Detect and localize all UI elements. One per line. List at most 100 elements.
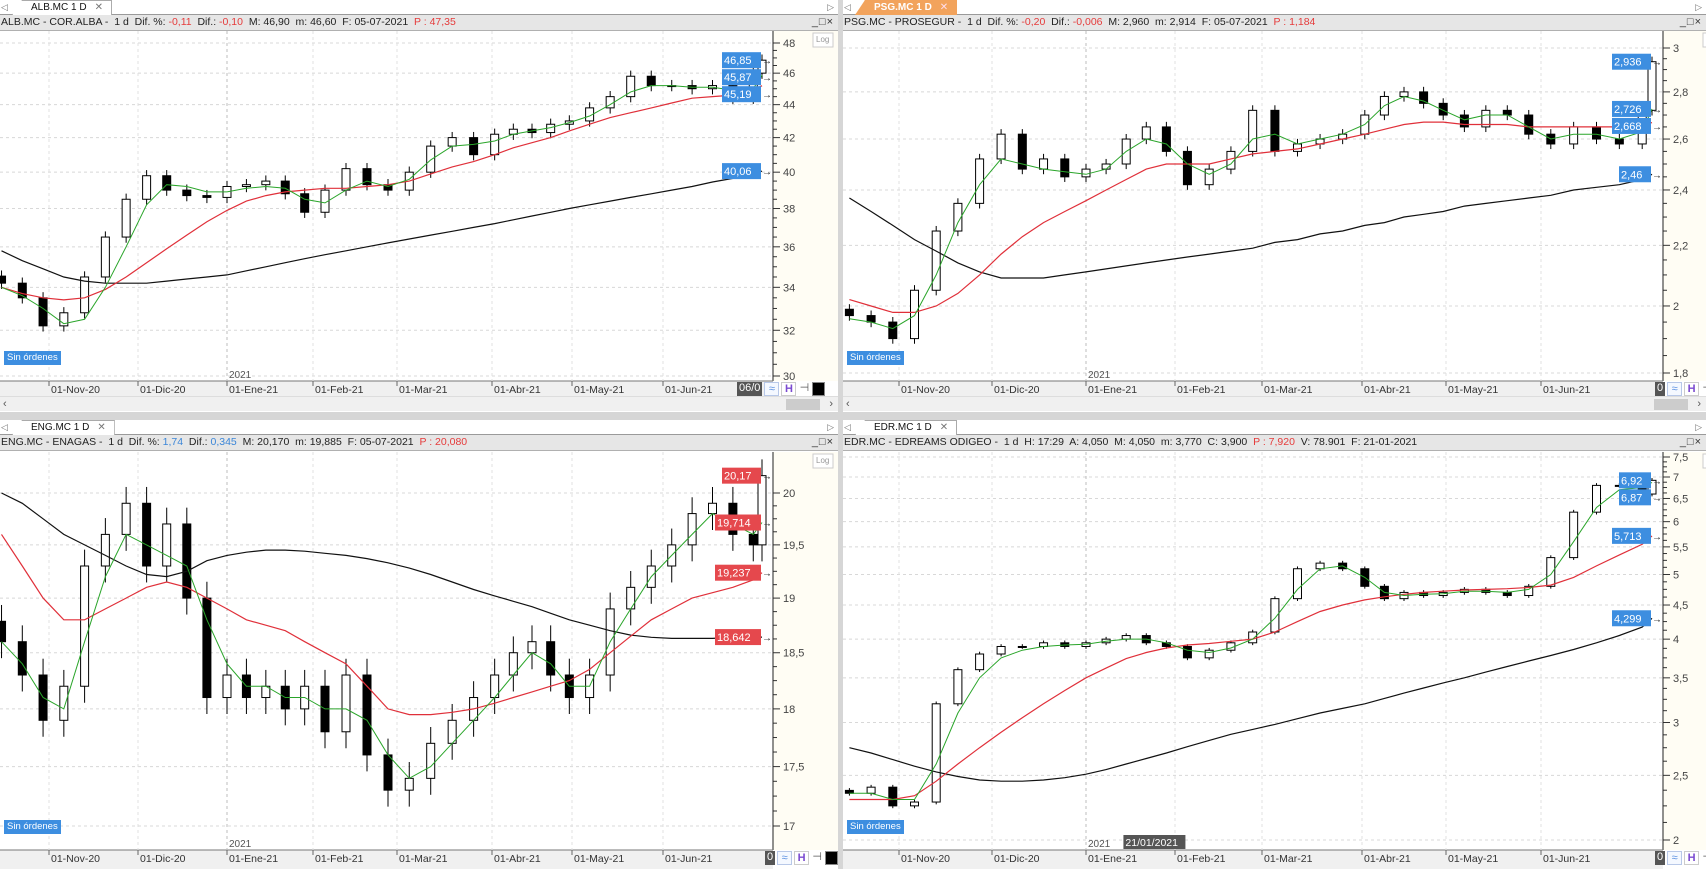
header-segment: -0,006 bbox=[1072, 16, 1103, 28]
log-scale-button[interactable] bbox=[1702, 32, 1706, 48]
candle-down bbox=[362, 168, 372, 186]
y-tick-label: 7,5 bbox=[1673, 452, 1688, 464]
tab-close-icon[interactable]: ✕ bbox=[97, 422, 106, 433]
tab-scroll-right-icon[interactable]: ▷ bbox=[827, 2, 834, 12]
price-label: 19,237 bbox=[717, 568, 751, 580]
chart-toolbar: 0≈H⊣ bbox=[765, 850, 838, 865]
candle-down bbox=[182, 523, 192, 599]
candle-down bbox=[844, 308, 854, 317]
date-chip: 0 bbox=[1655, 850, 1666, 865]
tab-scroll-right-icon[interactable]: ▷ bbox=[1695, 2, 1702, 12]
pin-icon[interactable]: ⊣ bbox=[799, 381, 810, 394]
tab-scroll-left-icon[interactable]: ◁ bbox=[1, 2, 8, 12]
candle-down bbox=[546, 641, 556, 676]
y-tick-label: 7 bbox=[1673, 472, 1679, 484]
scroll-thumb[interactable] bbox=[786, 399, 820, 410]
chart-info-header: PSG.MC - PROSEGUR - 1 d Dif. %: -0,20 Di… bbox=[843, 15, 1706, 31]
y-tick-label: 48 bbox=[783, 38, 795, 50]
indicator-wave-icon[interactable]: ≈ bbox=[777, 850, 793, 865]
log-scale-button[interactable] bbox=[812, 453, 834, 469]
orders-badge[interactable]: Sin órdenes bbox=[847, 351, 904, 365]
header-segment: ENG.MC - ENAGAS - 1 d Dif. %: bbox=[1, 436, 163, 448]
window-buttons[interactable]: _□× bbox=[1679, 435, 1702, 450]
price-chart[interactable]: 1,822,22,42,62,83Log01-Nov-2001-Dic-2001… bbox=[843, 31, 1706, 396]
price-chart[interactable]: 30 32 34 36 38 40 42 44 46 48 Log 01-Nov-20 01-Dic-2… bbox=[0, 31, 838, 396]
tab-close-icon[interactable]: ✕ bbox=[94, 2, 103, 13]
orders-badge[interactable]: Sin órdenes bbox=[4, 351, 61, 365]
scroll-right-icon[interactable]: › bbox=[829, 398, 833, 410]
tab-scroll-right-icon[interactable]: ▷ bbox=[827, 422, 834, 432]
candle-down bbox=[17, 641, 27, 676]
indicator-wave-icon[interactable]: ≈ bbox=[1667, 381, 1683, 396]
price-arrow-icon: → bbox=[1652, 476, 1662, 487]
x-tick-label: 01-Abr-21 bbox=[1364, 853, 1411, 865]
chart-tab[interactable]: PSG.MC 1 D ✕ bbox=[855, 0, 958, 15]
candle-up bbox=[59, 685, 69, 721]
tab-scroll-right-icon[interactable]: ▷ bbox=[1695, 422, 1702, 432]
scroll-thumb[interactable] bbox=[1654, 399, 1688, 410]
candle-up bbox=[1141, 126, 1151, 140]
scroll-left-icon[interactable]: ‹ bbox=[846, 398, 850, 410]
y-tick-label: 44 bbox=[783, 100, 795, 112]
color-square-icon[interactable] bbox=[812, 381, 826, 396]
time-axis bbox=[0, 381, 773, 396]
window-buttons[interactable]: _□× bbox=[811, 15, 834, 30]
log-scale-button[interactable] bbox=[1702, 453, 1706, 469]
y-tick-label: 19 bbox=[783, 593, 795, 605]
candle-down bbox=[1438, 102, 1448, 116]
x-tick-label: 01-Mar-21 bbox=[1264, 853, 1313, 865]
header-segment: 0,345 bbox=[210, 436, 237, 448]
x-tick-label: 01-Nov-20 bbox=[51, 384, 100, 396]
orders-badge[interactable]: Sin órdenes bbox=[4, 820, 61, 834]
tab-close-icon[interactable]: ✕ bbox=[939, 422, 949, 433]
indicator-wave-icon[interactable]: ≈ bbox=[764, 381, 780, 396]
price-label: 5,713 bbox=[1614, 531, 1642, 543]
candle-down bbox=[1524, 114, 1534, 135]
y-tick-label: 32 bbox=[783, 325, 795, 337]
pin-icon[interactable]: ⊣ bbox=[812, 850, 822, 863]
horizontal-scrollbar[interactable]: ‹ › bbox=[843, 396, 1706, 411]
price-label-box bbox=[715, 564, 761, 581]
pin-icon[interactable]: ⊣ bbox=[1701, 382, 1706, 396]
price-chart[interactable]: 17 17,5 18 18,5 19 19,5 20 Log 01-Nov-20 01-Dic-2… bbox=[0, 452, 838, 869]
scroll-right-icon[interactable]: › bbox=[1697, 398, 1701, 410]
tab-label: PSG.MC 1 D bbox=[874, 2, 932, 13]
candle-down bbox=[1614, 138, 1624, 145]
window-buttons[interactable]: _□× bbox=[811, 435, 834, 450]
save-icon[interactable]: H bbox=[1684, 381, 1700, 396]
ma-mid-line bbox=[849, 535, 1653, 801]
header-segment: ALB.MC - COR.ALBA - 1 d Dif. %: bbox=[1, 16, 169, 28]
save-icon[interactable]: H bbox=[794, 850, 810, 865]
log-scale-button[interactable] bbox=[812, 32, 834, 48]
indicator-wave-icon[interactable]: ≈ bbox=[1667, 850, 1683, 865]
y-tick-label: 3,5 bbox=[1673, 673, 1688, 685]
save-icon[interactable]: H bbox=[1684, 850, 1700, 865]
price-chart[interactable]: 22,533,544,555,566,577,5Log01-Nov-2001-D… bbox=[843, 452, 1706, 869]
x-tick-label: 01-Feb-21 bbox=[315, 853, 364, 865]
y-tick-label: 4 bbox=[1673, 634, 1679, 646]
tab-close-icon[interactable]: ✕ bbox=[939, 2, 949, 13]
chart-tab[interactable]: ENG.MC 1 D ✕ bbox=[12, 420, 115, 435]
price-arrow-icon: → bbox=[762, 519, 772, 530]
candle-down bbox=[469, 137, 479, 156]
save-icon[interactable]: H bbox=[781, 381, 797, 396]
tab-scroll-left-icon[interactable]: ◁ bbox=[844, 2, 851, 12]
tab-scroll-left-icon[interactable]: ◁ bbox=[1, 422, 8, 432]
candle-down bbox=[1161, 126, 1171, 152]
candle-up bbox=[910, 289, 919, 340]
window-buttons[interactable]: _□× bbox=[1679, 15, 1702, 30]
candle-up bbox=[341, 674, 351, 733]
price-label: 40,06 bbox=[724, 166, 752, 178]
scroll-left-icon[interactable]: ‹ bbox=[3, 398, 7, 410]
x-tick-label: 01-May-21 bbox=[574, 853, 624, 865]
horizontal-scrollbar[interactable]: ‹ › bbox=[0, 396, 838, 411]
tab-scroll-left-icon[interactable]: ◁ bbox=[844, 422, 851, 432]
candle-down bbox=[280, 180, 290, 195]
x-tick-label: 01-Feb-21 bbox=[315, 384, 364, 396]
orders-badge[interactable]: Sin órdenes bbox=[847, 820, 904, 834]
pin-icon[interactable]: ⊣ bbox=[1701, 851, 1706, 865]
candle-up bbox=[527, 641, 537, 654]
chart-tab[interactable]: EDR.MC 1 D ✕ bbox=[855, 420, 958, 435]
color-square-icon[interactable] bbox=[825, 850, 838, 865]
chart-tab[interactable]: ALB.MC 1 D ✕ bbox=[12, 0, 112, 15]
